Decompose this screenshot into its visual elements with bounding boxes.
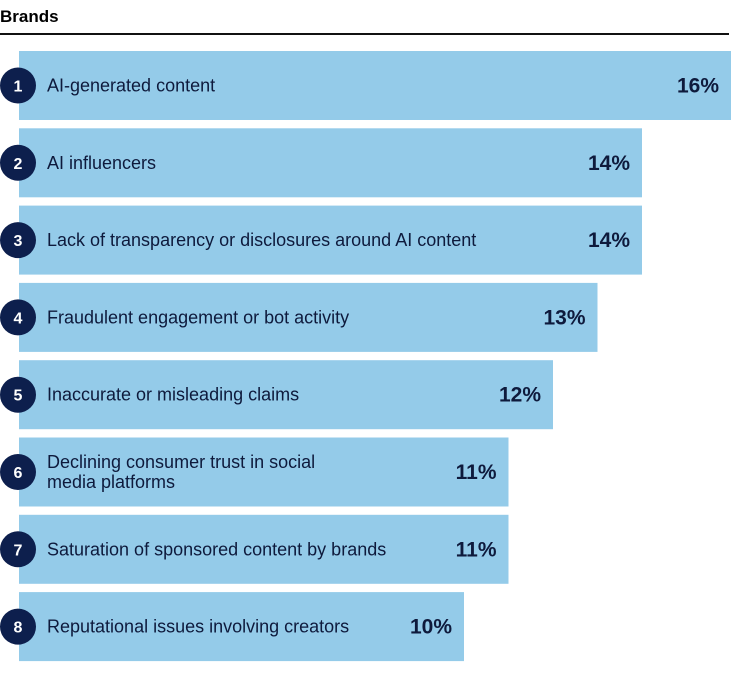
title-divider — [0, 33, 729, 35]
bar-4 — [19, 282, 598, 352]
rank-badge-7 — [0, 531, 36, 568]
bar-2 — [19, 128, 642, 198]
rank-number-1: 1 — [14, 79, 23, 96]
rank-number-8: 8 — [14, 620, 23, 637]
bar-value-1: 16% — [677, 75, 719, 98]
bar-label-7: Saturation of sponsored content by brand… — [47, 539, 386, 559]
bar-label-8: Reputational issues involving creators — [47, 617, 349, 637]
chart-title: Brands — [0, 7, 59, 26]
bar-value-6: 11% — [456, 461, 497, 484]
bar-row-4: 4 Fraudulent engagement or bot activity 13… — [0, 282, 598, 352]
bar-value-5: 12% — [499, 384, 541, 407]
rank-number-2: 2 — [14, 156, 23, 173]
rank-badge-3 — [0, 222, 36, 259]
rank-number-7: 7 — [14, 542, 23, 559]
bar-row-1: 1 AI-generated content 16% — [0, 51, 731, 120]
rank-number-4: 4 — [14, 310, 23, 327]
rank-number-5: 5 — [14, 388, 23, 405]
bar-value-2: 14% — [588, 152, 630, 175]
bar-3 — [19, 205, 642, 275]
bar-label-3: Lack of transparency or disclosures arou… — [47, 230, 476, 250]
bar-value-3: 14% — [588, 229, 630, 252]
rank-number-6: 6 — [14, 465, 23, 482]
bar-row-5: 5 Inaccurate or misleading claims 12% — [0, 360, 553, 430]
bar-label-4: Fraudulent engagement or bot activity — [47, 307, 349, 327]
rank-badge-1 — [0, 67, 36, 104]
rank-badge-4 — [0, 299, 36, 336]
bar-row-3: 3 Lack of transparency or disclosures aro… — [0, 205, 642, 275]
bar-row-8: 8 Reputational issues involving creators 1… — [0, 592, 464, 662]
rank-badge-8 — [0, 608, 36, 645]
bar-value-7: 11% — [456, 538, 497, 561]
bar-value-4: 13% — [543, 306, 585, 329]
bar-label-5: Inaccurate or misleading claims — [47, 385, 299, 405]
bar-value-8: 10% — [410, 616, 452, 639]
rank-badge-6 — [0, 454, 36, 490]
bar-label-6-line-1: Declining consumer trust in social — [47, 452, 315, 472]
rank-number-3: 3 — [14, 233, 23, 250]
bar-7 — [19, 514, 509, 584]
rank-badge-5 — [0, 376, 36, 413]
bar-label-1: AI-generated content — [47, 76, 215, 96]
bar-row-2: 2 AI influencers 14% — [0, 128, 642, 198]
bar-8 — [19, 592, 464, 662]
bar-6 — [19, 437, 509, 507]
bar-label-2: AI influencers — [47, 153, 156, 173]
bar-row-7: 7 Saturation of sponsored content by bran… — [0, 514, 509, 584]
bar-1 — [19, 51, 731, 120]
bar-label-6-line-2: media platforms — [47, 472, 175, 492]
bar-5 — [19, 360, 553, 430]
rank-badge-2 — [0, 144, 36, 181]
bar-row-6: 6 Declining consumer trust in socialmedia… — [0, 437, 509, 507]
